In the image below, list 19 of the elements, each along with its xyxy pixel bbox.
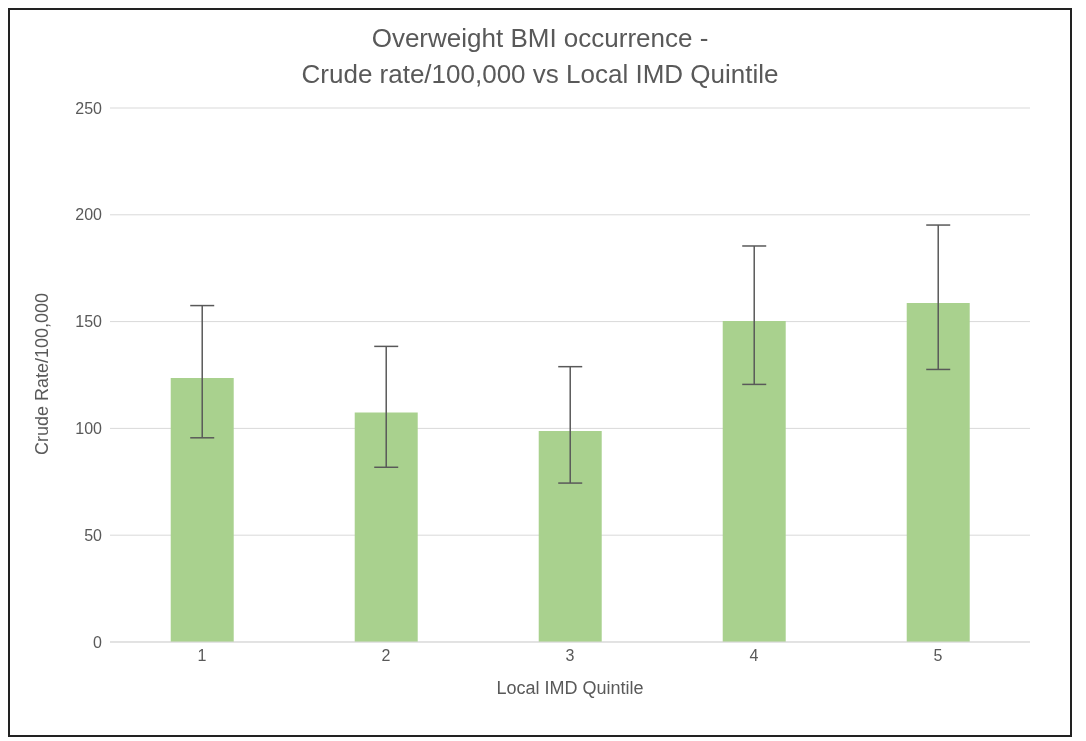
x-tick-label: 4 (749, 647, 759, 665)
x-tick-label: 2 (381, 647, 391, 665)
x-tick-label: 3 (565, 647, 575, 665)
chart-title: Overweight BMI occurrence - Crude rate/100,000 vs Local IMD Quintile (300, 22, 780, 91)
y-tick-label: 200 (75, 206, 103, 224)
bar (170, 377, 234, 642)
bar (906, 303, 970, 642)
y-tick-label: 0 (93, 633, 103, 651)
x-tick-label: 1 (197, 647, 207, 665)
x-tick-label: 5 (933, 647, 943, 665)
x-axis-title: Local IMD Quintile (496, 678, 644, 698)
y-tick-label: 250 (75, 99, 103, 117)
y-tick-label: 150 (75, 313, 103, 331)
bar (722, 320, 786, 642)
y-axis-title: Crude Rate/100,000 (32, 292, 53, 455)
y-tick-label: 100 (75, 420, 103, 438)
y-tick-label: 50 (84, 526, 103, 544)
bar (538, 430, 602, 642)
bar (354, 412, 418, 642)
